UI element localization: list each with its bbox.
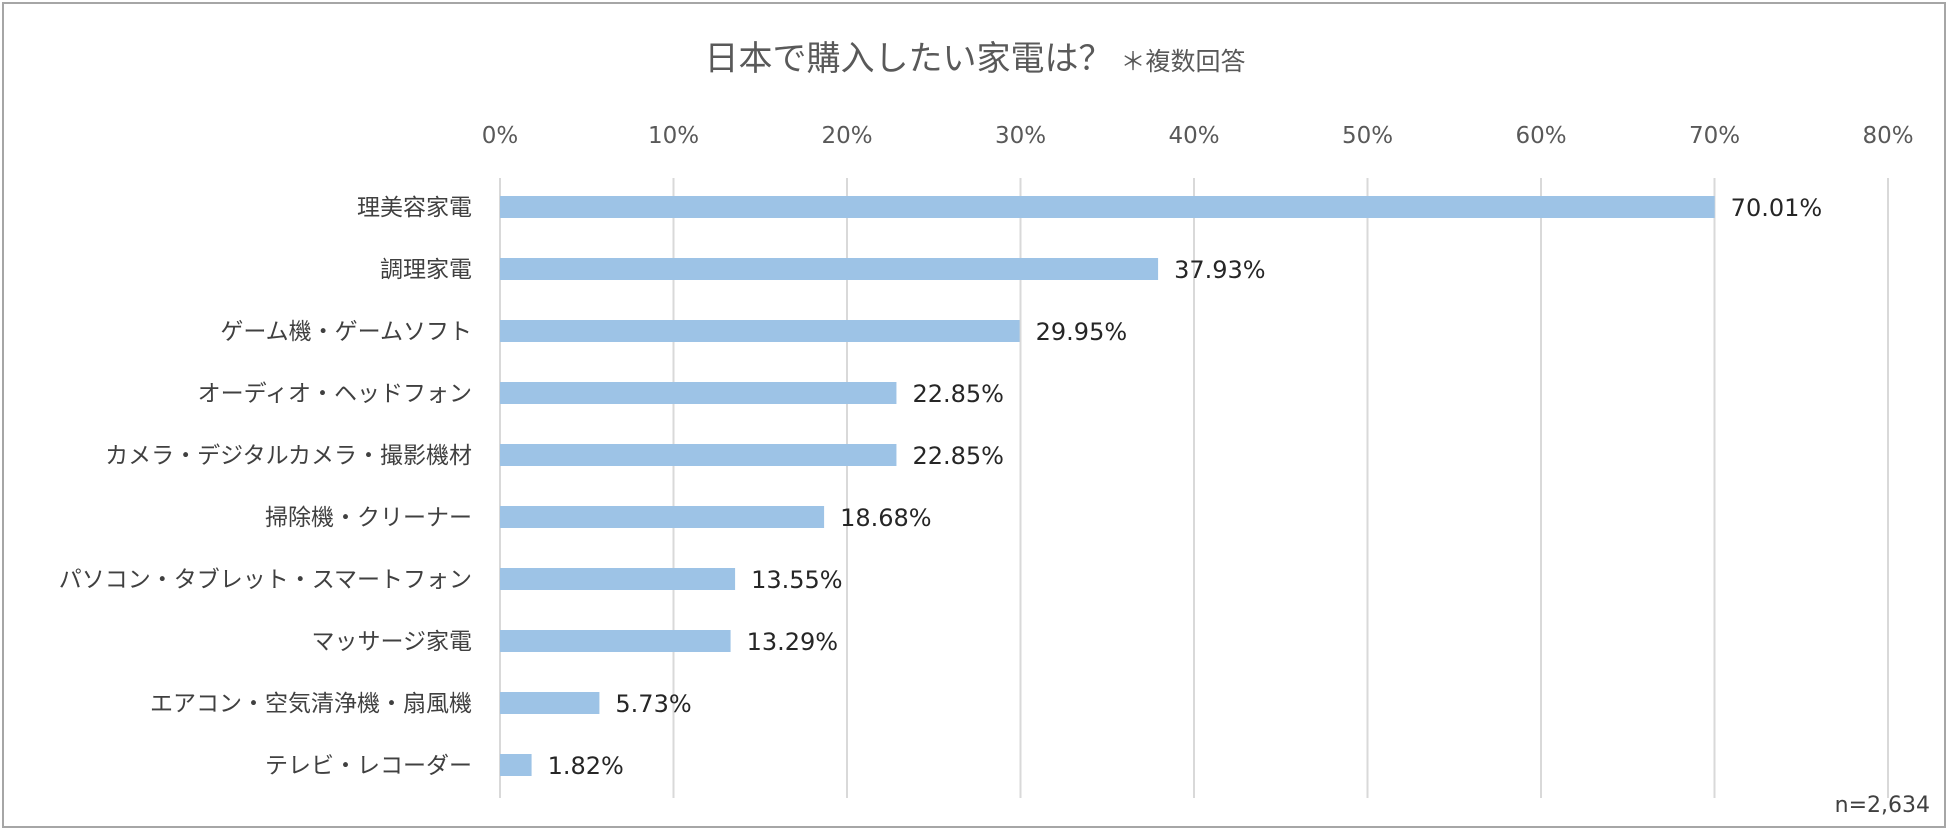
category-label: オーディオ・ヘッドフォン: [198, 381, 472, 407]
x-tick-label: 30%: [995, 123, 1046, 149]
bar: [500, 506, 825, 528]
bar: [500, 444, 897, 466]
x-tick-label: 20%: [821, 123, 872, 149]
x-axis-ticks: 0% 10% 20% 30% 40% 50% 60% 70% 80%: [482, 123, 1914, 149]
category-label: テレビ・レコーダー: [265, 753, 472, 779]
bar: [500, 692, 600, 714]
value-label: 13.29%: [747, 628, 839, 656]
bar: [500, 754, 532, 776]
x-tick-label: 10%: [648, 123, 699, 149]
value-label: 5.73%: [615, 690, 691, 718]
category-label: 掃除機・クリーナー: [265, 505, 472, 531]
bar: [500, 382, 897, 404]
value-label: 22.85%: [912, 442, 1004, 470]
category-label: マッサージ家電: [311, 629, 472, 655]
value-labels: 70.01% 37.93% 29.95% 22.85% 22.85% 18.68% 13.5…: [548, 194, 1823, 780]
x-tick-label: 40%: [1168, 123, 1219, 149]
value-label: 1.82%: [548, 752, 624, 780]
value-label: 18.68%: [840, 504, 932, 532]
value-label: 13.55%: [751, 566, 843, 594]
value-label: 29.95%: [1036, 318, 1128, 346]
bar: [500, 196, 1715, 218]
category-labels: 理美容家電調理家電ゲーム機・ゲームソフトオーディオ・ヘッドフォンカメラ・デジタル…: [59, 195, 472, 779]
bar: [500, 568, 736, 590]
category-label: パソコン・タブレット・スマートフォン: [59, 567, 472, 593]
bar: [500, 320, 1020, 342]
x-tick-label: 60%: [1515, 123, 1566, 149]
x-tick-label: 0%: [482, 123, 519, 149]
x-tick-label: 80%: [1862, 123, 1913, 149]
chart-title: 日本で購入したい家電は？: [704, 39, 1112, 79]
bar: [500, 630, 731, 652]
category-label: ゲーム機・ゲームソフト: [220, 319, 472, 345]
value-label: 70.01%: [1731, 194, 1823, 222]
category-label: エアコン・空気清浄機・扇風機: [150, 691, 472, 717]
value-label: 22.85%: [912, 380, 1004, 408]
x-tick-label: 50%: [1342, 123, 1393, 149]
bars: [500, 196, 1715, 776]
category-label: 理美容家電: [357, 195, 472, 221]
category-label: カメラ・デジタルカメラ・撮影機材: [105, 443, 472, 469]
category-label: 調理家電: [380, 257, 472, 283]
chart-subtitle: ＊複数回答: [1120, 47, 1245, 76]
sample-size-note: n=2,634: [1835, 793, 1930, 818]
value-label: 37.93%: [1174, 256, 1266, 284]
bar: [500, 258, 1159, 280]
x-tick-label: 70%: [1689, 123, 1740, 149]
